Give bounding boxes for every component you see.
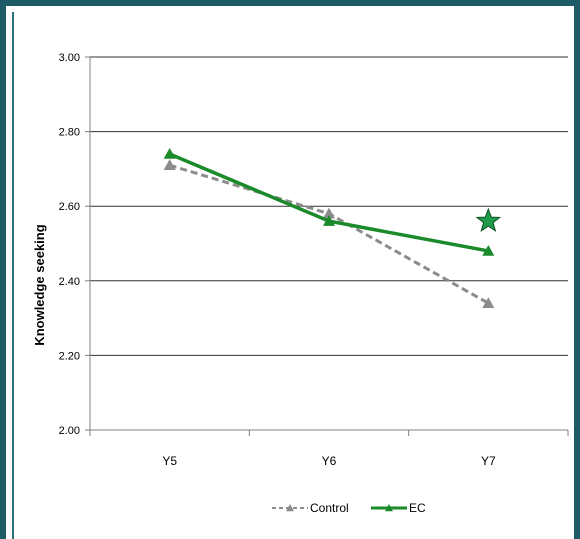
star-icon <box>475 207 502 232</box>
y-tick-label: 2.40 <box>59 276 80 288</box>
y-axis-label: Knowledge seeking <box>32 224 47 345</box>
ec-point <box>163 147 176 159</box>
x-tick-label: Y5 <box>162 454 177 468</box>
control-legend-marker <box>286 504 294 512</box>
control-point <box>323 207 335 219</box>
y-tick-label: 2.20 <box>59 350 80 362</box>
y-tick-label: 2.80 <box>59 127 80 139</box>
control-point <box>482 297 495 308</box>
grid-lines <box>90 56 568 356</box>
y-tick-label: 3.00 <box>59 52 80 64</box>
x-tick-label: Y7 <box>481 454 496 468</box>
series-group <box>163 147 495 308</box>
control-legend-label: Control <box>310 501 349 515</box>
annotation-group <box>475 207 502 232</box>
x-tick-labels: Y5 Y6 Y7 <box>89 430 569 468</box>
y-tick-labels: 2.00 2.20 2.40 2.60 2.80 3.00 <box>59 52 90 437</box>
ec-legend-marker <box>385 504 393 512</box>
ec-point <box>482 244 495 256</box>
legend: Control EC <box>272 501 426 515</box>
x-tick-label: Y6 <box>322 454 337 468</box>
control-point <box>163 159 176 170</box>
y-tick-label: 2.00 <box>59 425 80 437</box>
ec-legend-label: EC <box>409 501 426 515</box>
ec-point <box>323 215 335 226</box>
ec-series-line <box>168 152 489 253</box>
control-series-line <box>169 163 490 305</box>
frame-inner-line <box>12 12 14 539</box>
y-tick-label: 2.60 <box>59 201 80 213</box>
